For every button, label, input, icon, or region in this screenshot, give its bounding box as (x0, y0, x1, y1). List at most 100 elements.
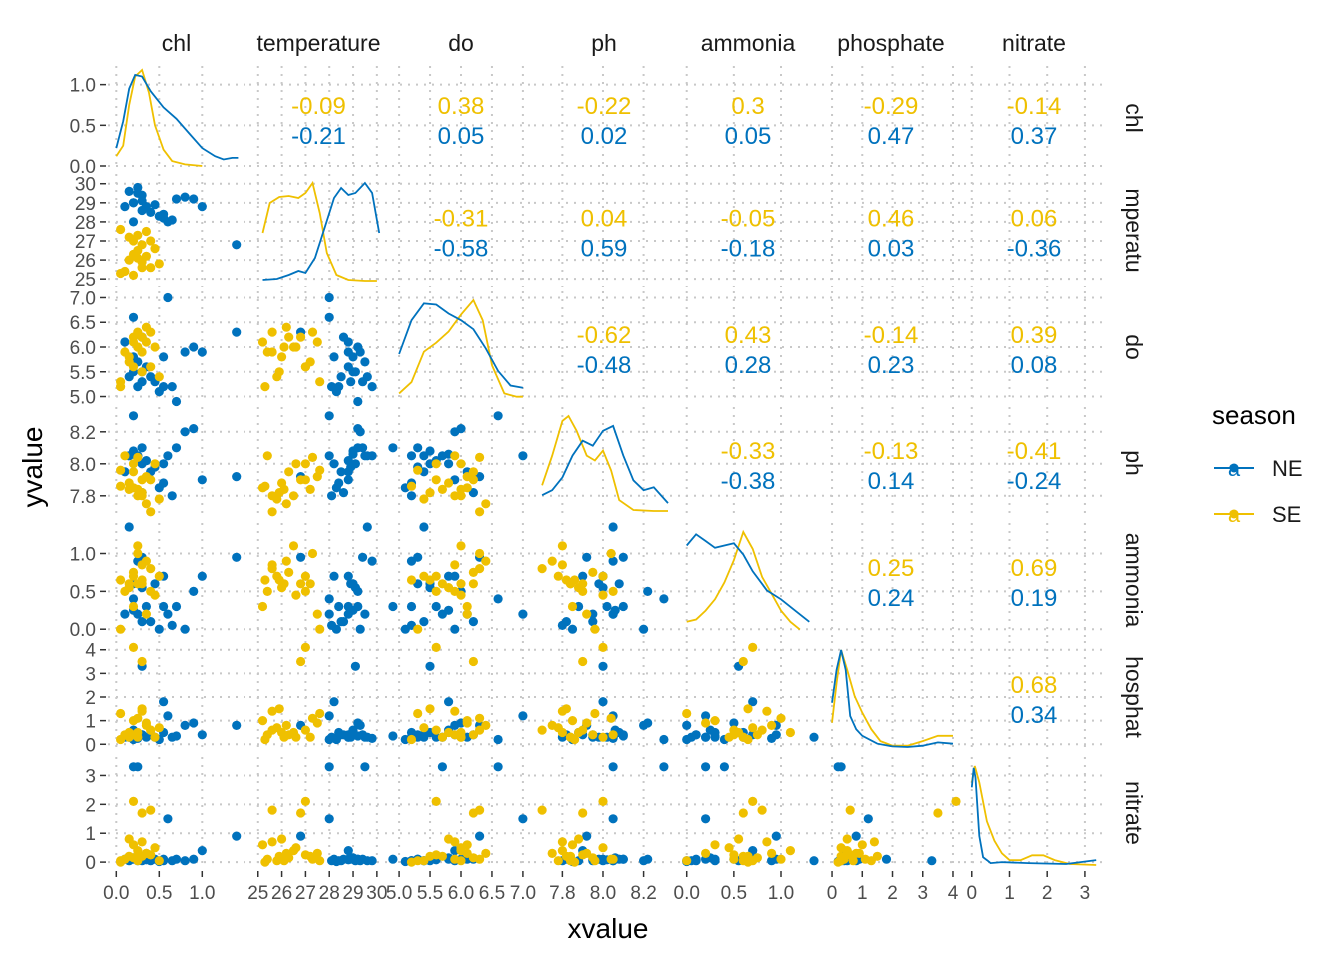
corr-ph-phosphate-NE: 0.14 (868, 468, 915, 495)
point-do-ammonia-NE-11 (450, 624, 460, 634)
corr-ammonia-nitrate-NE: 0.19 (1011, 585, 1058, 612)
point-ph-nitrate-NE-10 (618, 854, 628, 864)
point-chl-phosphate-SE-12 (133, 713, 143, 723)
point-phosphate-nitrate-SE-14 (854, 848, 864, 859)
point-phosphate-nitrate-NE-14 (851, 831, 861, 841)
point-do-phosphate-SE-13 (444, 727, 454, 738)
point-temperature-ph-NE-12 (353, 424, 363, 434)
point-temperature-do-NE-19 (346, 377, 356, 387)
point-temperature-do-SE-15 (260, 382, 270, 392)
corr-temperature-do-SE: -0.31 (434, 206, 489, 233)
point-ph-phosphate-SE-4 (578, 656, 588, 667)
point-ammonia-phosphate-NE-12 (729, 718, 739, 728)
point-ammonia-phosphate-NE-5 (748, 697, 758, 707)
point-do-ph-NE-10 (388, 443, 398, 453)
point-chl-ph-NE-16 (128, 411, 139, 421)
point-chl-do-NE-2 (133, 382, 143, 392)
point-temperature-phosphate-SE-5 (281, 720, 291, 731)
x-tick-label-ph: 7.8 (549, 883, 575, 904)
point-ammonia-phosphate-SE-8 (710, 716, 720, 726)
point-ph-ammonia-NE-10 (618, 601, 628, 612)
point-do-phosphate-SE-16 (468, 730, 478, 740)
y-tick-label-phosphate: 0 (85, 735, 96, 756)
point-phosphate-nitrate-SE-8 (857, 840, 867, 850)
point-do-phosphate-SE-9 (425, 704, 435, 714)
panel-ph-phosphate (822, 407, 960, 519)
point-ph-ammonia-NE-13 (578, 571, 588, 581)
point-do-phosphate-SE-15 (406, 734, 417, 745)
panel-grid: -0.09 -0.21 0.38 0.05 -0.22 0.02 0.3 0.05 -0.29 0… (108, 66, 1104, 869)
x-tick-label-chl: 0.5 (146, 883, 172, 904)
point-ph-nitrate-SE-5 (547, 848, 557, 859)
density-line-temperature-SE (261, 180, 377, 282)
density-line-ph-NE (541, 424, 669, 504)
point-temperature-phosphate-SE-15 (260, 734, 270, 745)
y-tick-label-phosphate: 3 (85, 664, 96, 685)
corr-chl-phosphate-SE: -0.29 (864, 93, 919, 120)
point-ph-phosphate-SE-2 (598, 642, 608, 653)
point-chl-do-NE-5 (159, 352, 169, 362)
point-do-nitrate-SE-2 (431, 796, 441, 807)
point-chl-temperature-SE-8 (128, 270, 139, 280)
point-temperature-ammonia-NE-21 (338, 617, 349, 627)
point-temperature-phosphate-NE-16 (324, 734, 334, 745)
corr-phosphate-nitrate-NE: 0.34 (1011, 702, 1058, 729)
point-chl-ammonia-NE-15 (120, 609, 130, 619)
point-chl-do-SE-13 (124, 352, 134, 362)
y-axis-title: yvalue (17, 427, 48, 508)
point-temperature-ammonia-NE-2 (367, 556, 377, 566)
point-temperature-do-SE-10 (291, 342, 301, 352)
point-chl-ammonia-NE-9 (167, 620, 177, 631)
point-do-phosphate-SE-2 (431, 642, 441, 653)
point-chl-ammonia-NE-6 (163, 609, 173, 619)
panel-chl-phosphate (822, 66, 960, 170)
point-chl-ammonia-SE-11 (154, 571, 164, 581)
y-tick-label-temperature: 28 (75, 213, 96, 234)
corr-chl-ammonia-NE: 0.05 (725, 123, 772, 150)
y-tick-label-nitrate: 1 (85, 824, 96, 845)
point-ammonia-nitrate-SE-0 (682, 856, 692, 866)
point-chl-ammonia-NE-8 (154, 624, 164, 634)
corr-ph-nitrate-SE: -0.41 (1007, 438, 1062, 465)
point-ammonia-phosphate-SE-19 (738, 732, 748, 742)
point-do-phosphate-NE-20 (406, 727, 417, 738)
point-ph-ammonia-NE-4 (602, 601, 612, 612)
panel-temperature-nitrate (964, 174, 1104, 287)
point-temperature-ammonia-SE-15 (260, 575, 270, 585)
point-do-phosphate-NE-16 (493, 734, 503, 745)
point-temperature-nitrate-SE-14 (312, 848, 322, 859)
point-temperature-do-SE-14 (312, 337, 322, 347)
point-temperature-phosphate-SE-2 (300, 642, 310, 653)
point-ammonia-nitrate-NE-0 (809, 856, 819, 866)
corr-phosphate-nitrate-SE: 0.68 (1011, 672, 1058, 699)
panel-nitrate-chl (108, 757, 245, 869)
point-do-nitrate-NE-6 (518, 814, 528, 824)
strip-top-nitrate: nitrate (1002, 30, 1066, 56)
point-temperature-ph-NE-10 (353, 443, 363, 453)
point-do-ammonia-SE-4 (468, 579, 478, 589)
point-temperature-do-NE-12 (353, 342, 363, 352)
point-chl-ammonia-NE-19 (150, 579, 160, 589)
point-chl-ammonia-SE-18 (146, 586, 156, 597)
point-chl-ammonia-NE-7 (146, 617, 156, 627)
point-temperature-ammonia-SE-14 (312, 609, 322, 619)
panel-ph-ph (534, 407, 674, 519)
panel-ammonia-ammonia (678, 523, 818, 637)
strip-right-do: do (1121, 334, 1147, 360)
point-ph-ammonia-SE-8 (567, 601, 578, 612)
point-do-ph-SE-17 (450, 491, 460, 501)
point-chl-do-SE-6 (146, 327, 156, 337)
point-do-ph-SE-12 (475, 452, 485, 462)
x-tick-label-ammonia: 0.5 (721, 883, 747, 904)
point-temperature-ammonia-SE-4 (296, 579, 306, 589)
point-chl-temperature-NE-13 (197, 202, 207, 212)
density-line-nitrate-SE (970, 765, 1097, 866)
point-temperature-ammonia-NE-1 (358, 552, 368, 562)
point-temperature-phosphate-SE-8 (257, 716, 268, 726)
x-tick-label-temperature: 27 (295, 883, 316, 904)
point-ph-ammonia-NE-3 (614, 579, 624, 589)
point-chl-temperature-NE-20 (159, 209, 169, 219)
x-tick-label-do: 5.5 (417, 883, 443, 904)
y-tick-label-temperature: 29 (75, 194, 96, 215)
point-chl-temperature-NE-11 (180, 192, 190, 202)
